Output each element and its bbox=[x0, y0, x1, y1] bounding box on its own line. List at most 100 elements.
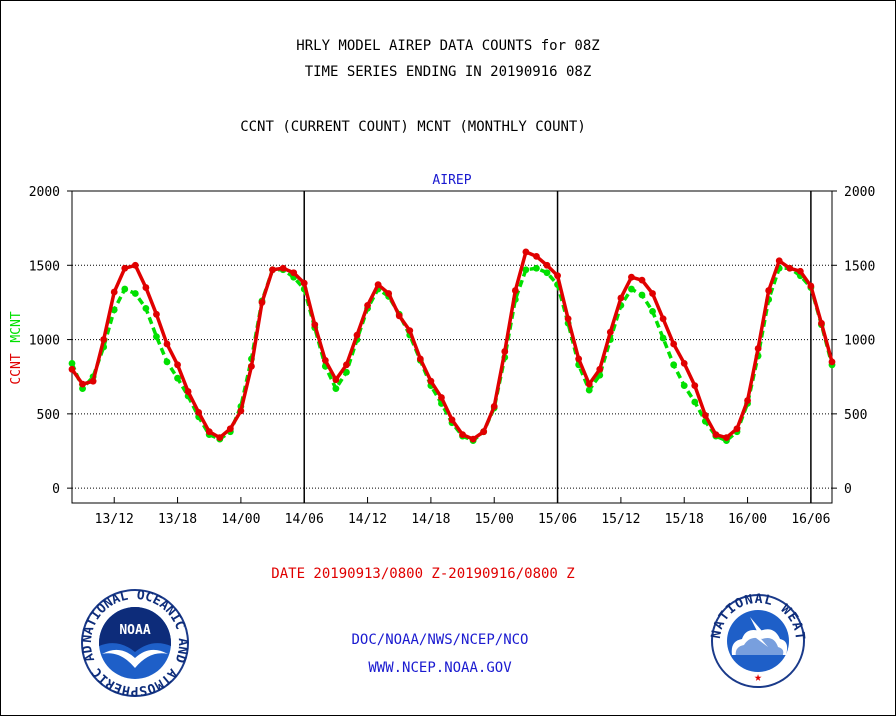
data-point-ccnt bbox=[480, 428, 488, 436]
x-tick-label: 14/06 bbox=[285, 512, 324, 527]
data-point-mcnt bbox=[131, 290, 139, 297]
data-point-ccnt bbox=[321, 356, 329, 364]
data-point-ccnt bbox=[100, 336, 108, 343]
x-tick-label: 14/12 bbox=[348, 512, 387, 527]
data-point-ccnt bbox=[89, 377, 97, 385]
data-point-mcnt bbox=[680, 382, 688, 390]
chart-title-line-1: HRLY MODEL AIREP DATA COUNTS for 08Z bbox=[296, 38, 600, 54]
x-tick-label: 15/12 bbox=[601, 512, 640, 527]
x-tick-label: 15/06 bbox=[538, 512, 577, 527]
data-point-mcnt bbox=[649, 307, 656, 315]
data-point-mcnt bbox=[659, 334, 667, 342]
plot-area bbox=[71, 190, 833, 504]
data-point-ccnt bbox=[205, 428, 213, 436]
data-point-ccnt bbox=[237, 407, 245, 415]
y-tick-label-left: 1000 bbox=[29, 334, 60, 349]
data-point-ccnt bbox=[300, 279, 308, 287]
data-point-ccnt bbox=[258, 299, 266, 306]
x-tick-label: 13/18 bbox=[158, 512, 197, 527]
data-point-ccnt bbox=[765, 287, 773, 294]
data-point-mcnt bbox=[332, 385, 340, 392]
chart-title-line-2: TIME SERIES ENDING IN 20190916 08Z bbox=[304, 64, 592, 80]
data-point-ccnt bbox=[701, 411, 709, 419]
data-point-ccnt bbox=[659, 315, 667, 323]
data-point-ccnt bbox=[416, 355, 424, 363]
y-tick-label-right: 1500 bbox=[844, 259, 875, 274]
data-point-ccnt bbox=[448, 416, 456, 424]
data-point-ccnt bbox=[290, 269, 298, 277]
data-point-mcnt bbox=[585, 386, 593, 394]
data-point-mcnt bbox=[628, 285, 635, 293]
data-point-ccnt bbox=[564, 315, 572, 323]
data-point-ccnt bbox=[575, 355, 583, 363]
noaa-logo-icon: NOAA NATIONAL OCEANIC AND ATMOSPHERIC AD… bbox=[80, 588, 190, 698]
x-tick-label: 13/12 bbox=[95, 512, 134, 527]
data-point-ccnt bbox=[374, 281, 382, 288]
data-point-mcnt bbox=[343, 368, 350, 376]
data-point-ccnt bbox=[153, 310, 160, 318]
data-point-ccnt bbox=[469, 435, 477, 443]
x-tick-label: 14/00 bbox=[221, 512, 260, 527]
data-point-ccnt bbox=[786, 264, 794, 272]
data-point-mcnt bbox=[174, 374, 181, 382]
data-point-mcnt bbox=[533, 264, 540, 272]
noaa-logo-text: NOAA bbox=[119, 623, 150, 638]
data-point-ccnt bbox=[131, 261, 139, 269]
data-point-ccnt bbox=[638, 276, 646, 284]
nws-star-icon: ★ bbox=[754, 670, 762, 685]
data-point-ccnt bbox=[427, 377, 435, 385]
y-tick-label-left: 2000 bbox=[29, 185, 60, 200]
data-point-ccnt bbox=[712, 431, 720, 439]
data-point-ccnt bbox=[501, 348, 509, 355]
data-point-ccnt bbox=[543, 261, 551, 269]
data-point-ccnt bbox=[364, 302, 371, 309]
y-axis-label-ccnt: CCNT bbox=[9, 353, 24, 384]
data-point-mcnt bbox=[68, 359, 76, 367]
data-point-ccnt bbox=[343, 361, 350, 369]
x-tick-label: 16/06 bbox=[791, 512, 830, 527]
data-point-ccnt bbox=[121, 264, 129, 272]
data-point-ccnt bbox=[522, 248, 530, 256]
data-point-ccnt bbox=[796, 267, 804, 275]
agency-label: DOC/NOAA/NWS/NCEP/NCO bbox=[351, 632, 529, 648]
data-point-ccnt bbox=[311, 321, 319, 329]
data-point-mcnt bbox=[543, 269, 551, 277]
data-point-ccnt bbox=[723, 434, 730, 442]
date-range-label: DATE 20190913/0800 Z-20190916/0800 Z bbox=[271, 566, 575, 582]
y-tick-label-right: 500 bbox=[844, 408, 867, 423]
data-point-ccnt bbox=[142, 284, 150, 291]
data-point-ccnt bbox=[174, 361, 181, 369]
data-point-ccnt bbox=[385, 290, 393, 297]
data-point-mcnt bbox=[110, 306, 118, 314]
data-point-ccnt bbox=[754, 345, 762, 352]
data-point-ccnt bbox=[269, 266, 276, 274]
data-point-ccnt bbox=[163, 340, 171, 348]
data-point-mcnt bbox=[163, 358, 171, 366]
data-point-ccnt bbox=[490, 403, 498, 410]
data-point-mcnt bbox=[121, 285, 129, 293]
data-point-ccnt bbox=[353, 331, 361, 339]
data-point-ccnt bbox=[807, 282, 815, 290]
data-point-ccnt bbox=[744, 397, 751, 404]
data-point-ccnt bbox=[617, 294, 625, 302]
data-point-ccnt bbox=[68, 365, 76, 373]
chart-subtitle: CCNT (CURRENT COUNT) MCNT (MONTHLY COUNT… bbox=[240, 119, 586, 135]
y-tick-label-left: 1500 bbox=[29, 259, 60, 274]
data-point-ccnt bbox=[332, 376, 340, 384]
data-point-ccnt bbox=[533, 252, 540, 260]
data-point-mcnt bbox=[691, 398, 699, 406]
data-point-ccnt bbox=[279, 264, 287, 272]
data-point-ccnt bbox=[606, 328, 614, 336]
y-tick-label-left: 0 bbox=[52, 482, 60, 497]
data-point-mcnt bbox=[153, 333, 160, 340]
data-point-ccnt bbox=[828, 358, 836, 366]
data-point-ccnt bbox=[438, 394, 445, 401]
website-label: WWW.NCEP.NOAA.GOV bbox=[368, 660, 512, 676]
data-point-ccnt bbox=[216, 434, 224, 442]
data-point-ccnt bbox=[248, 362, 255, 370]
data-point-ccnt bbox=[79, 380, 86, 388]
y-tick-label-right: 0 bbox=[844, 482, 852, 497]
data-point-ccnt bbox=[459, 431, 466, 439]
data-point-ccnt bbox=[680, 359, 688, 367]
data-point-ccnt bbox=[184, 388, 192, 395]
